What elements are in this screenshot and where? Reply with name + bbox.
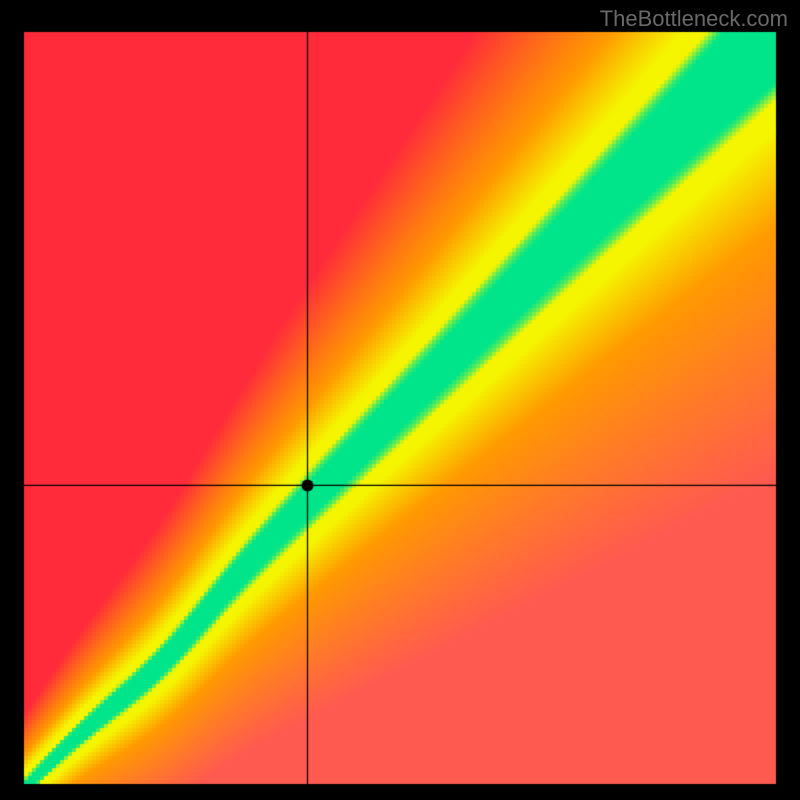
watermark-text: TheBottleneck.com [600,6,788,32]
bottleneck-heatmap [0,0,800,800]
